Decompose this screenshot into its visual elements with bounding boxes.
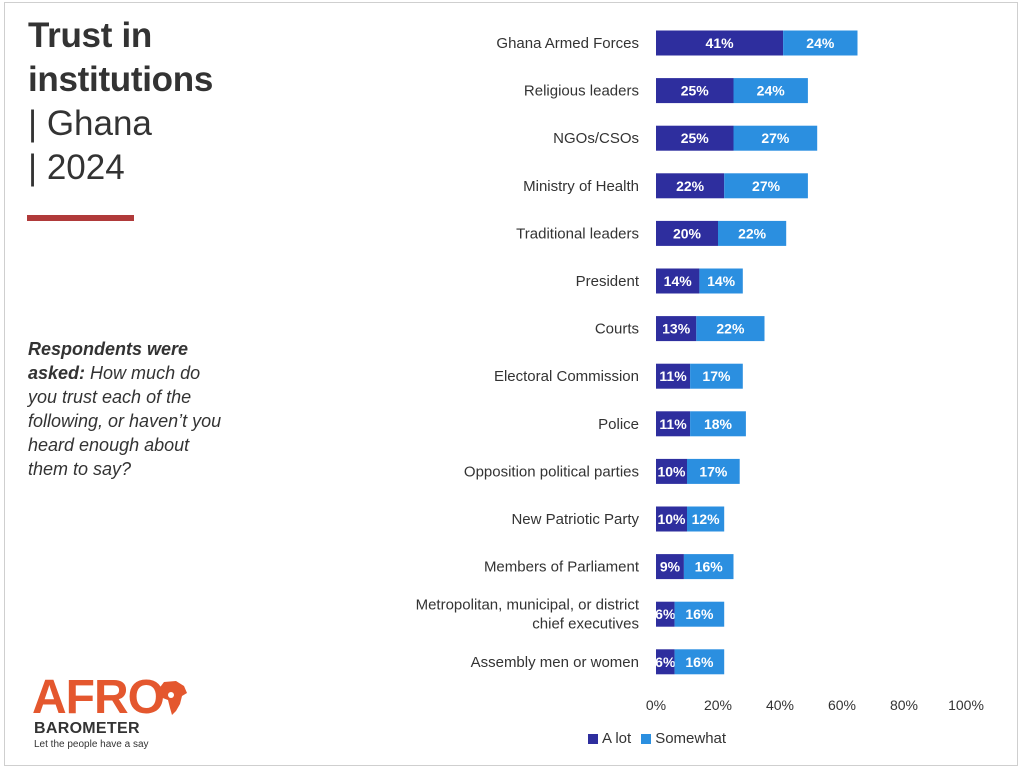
bar-somewhat [718,220,787,246]
legend-item-somewhat: Somewhat [641,730,726,747]
category-label: Ghana Armed Forces [496,35,639,52]
category-label: Assembly men or women [471,654,639,671]
data-label-a-lot: 11% [659,368,687,384]
page-title-line-2: institutions [28,60,213,99]
bar-a-lot [656,316,697,342]
category-label: Electoral Commission [494,368,639,385]
logo-tagline: Let the people have a say [34,739,149,750]
data-label-somewhat: 22% [716,321,745,337]
bar-somewhat [687,506,725,532]
data-label-somewhat: 16% [695,559,724,575]
category-label: NGOs/CSOs [553,130,639,147]
page-title-line-1: Trust in [28,16,152,55]
data-label-a-lot: 41% [706,35,735,51]
bar-somewhat [724,173,808,199]
data-label-a-lot: 10% [657,463,686,479]
bar-somewhat [783,30,858,56]
data-label-somewhat: 27% [761,130,790,146]
category-label: Traditional leaders [516,225,639,242]
page-subtitle-country: | Ghana [28,104,152,143]
category-label: New Patriotic Party [511,511,639,528]
x-tick-label: 100% [948,697,984,713]
x-tick-label: 0% [646,697,666,713]
category-label: Metropolitan, municipal, or district chie… [416,597,640,633]
afrobarometer-logo: AFRO BAROMETER Let the people have a say [32,672,222,762]
x-tick-label: 80% [890,697,918,713]
bar-somewhat [690,363,743,389]
title-accent-rule [27,215,134,221]
data-label-a-lot: 20% [673,225,702,241]
data-label-a-lot: 22% [676,178,705,194]
bar-somewhat [696,316,765,342]
data-label-somewhat: 14% [707,273,736,289]
bar-a-lot [656,173,725,199]
bar-somewhat [690,411,746,437]
bar-somewhat [674,601,725,627]
africa-map-icon [158,681,187,715]
survey-question: Respondents were asked: How much do you … [28,337,228,481]
bar-a-lot [656,125,734,151]
bar-somewhat [674,649,725,675]
x-tick-label: 60% [828,697,856,713]
category-label: Ministry of Health [523,178,639,195]
data-label-a-lot: 6% [655,606,676,622]
bar-somewhat [699,268,743,294]
data-label-somewhat: 17% [702,368,731,384]
data-label-a-lot: 14% [664,273,693,289]
survey-question-text: How much do you trust each of the follow… [28,363,222,479]
data-label-a-lot: 25% [681,83,710,99]
legend-item-a-lot: A lot [588,730,631,747]
data-label-somewhat: 16% [685,606,714,622]
data-label-somewhat: 17% [699,463,728,479]
bar-a-lot [656,363,691,389]
title-block: Trust in institutions | Ghana | 2024 [28,14,258,190]
x-tick-label: 40% [766,697,794,713]
data-label-somewhat: 24% [757,83,786,99]
page-subtitle-year: | 2024 [28,148,125,187]
chart-legend: A lot Somewhat [588,730,736,747]
bar-somewhat [683,554,734,580]
survey-question-lead: Respondents were asked: [28,339,189,383]
slide-frame [4,2,1018,766]
data-label-a-lot: 10% [657,511,686,527]
x-tick-label: 20% [704,697,732,713]
data-label-somewhat: 22% [738,225,767,241]
legend-swatch-a-lot [588,733,598,744]
data-label-a-lot: 6% [655,654,676,670]
bar-a-lot [656,411,691,437]
bar-a-lot [656,458,687,484]
category-label: President [576,273,640,290]
data-label-a-lot: 11% [659,416,687,432]
bar-somewhat [733,78,808,104]
bar-somewhat [733,125,818,151]
bar-somewhat [687,458,740,484]
legend-swatch-somewhat [641,733,652,744]
bar-a-lot [656,554,684,580]
data-label-somewhat: 16% [685,654,714,670]
category-label: Police [598,416,639,433]
data-label-somewhat: 12% [692,511,721,527]
legend-label-a-lot: A lot [602,730,632,747]
category-label: Religious leaders [524,83,639,100]
bar-a-lot [656,649,675,675]
legend-label-somewhat: Somewhat [655,730,727,747]
data-label-somewhat: 24% [806,35,835,51]
data-label-a-lot: 25% [681,130,710,146]
bar-a-lot [656,601,675,627]
data-label-a-lot: 9% [660,559,681,575]
category-label: Members of Parliament [484,559,640,576]
data-label-a-lot: 13% [662,321,691,337]
bar-a-lot [656,78,734,104]
logo-brand-subtext: BAROMETER [34,720,140,737]
logo-brand-text: AFRO [32,671,165,724]
data-label-somewhat: 27% [752,178,781,194]
data-label-somewhat: 18% [704,416,733,432]
bar-a-lot [656,506,687,532]
bar-a-lot [656,30,784,56]
bar-a-lot [656,268,700,294]
category-label: Opposition political parties [464,463,639,480]
category-label: Courts [595,321,639,338]
bar-a-lot [656,220,718,246]
